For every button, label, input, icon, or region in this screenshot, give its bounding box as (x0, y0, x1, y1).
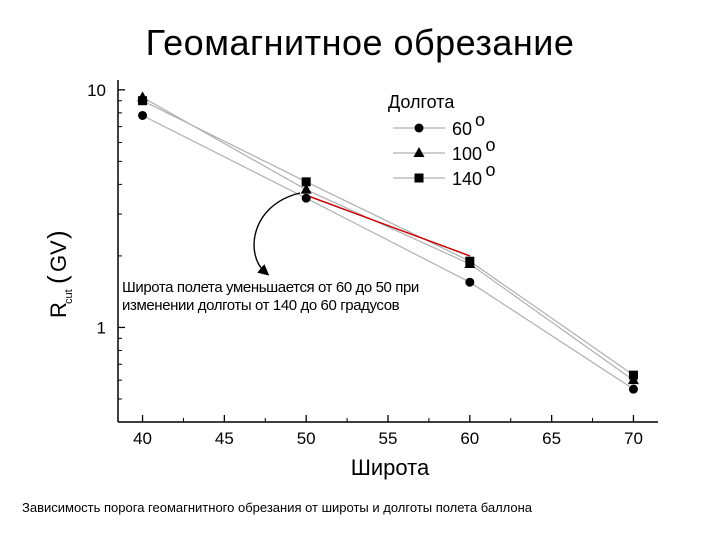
y-tick-label: 1 (97, 318, 106, 337)
x-tick-label: 55 (379, 429, 398, 448)
y-tick-label: 10 (87, 81, 106, 100)
data-point-140 (628, 370, 638, 380)
legend-marker-60 (414, 123, 424, 133)
y-axis-ticks: 1 10 (87, 81, 125, 400)
y-axis-title-part: ( (42, 275, 72, 284)
data-point-60 (628, 384, 638, 394)
cutoff-chart: 40 45 50 55 60 65 70 1 10 Широта полета уменьша… (42, 80, 658, 480)
legend-degree-mark: o (475, 110, 485, 130)
x-tick-label: 60 (460, 429, 479, 448)
data-point-60 (465, 277, 475, 287)
x-tick-label: 45 (215, 429, 234, 448)
series-line-140 (142, 100, 634, 376)
data-point-140 (301, 177, 311, 187)
legend-label-100: 100 (452, 144, 482, 164)
x-tick-label: 50 (297, 429, 316, 448)
legend-label-140: 140 (452, 169, 482, 189)
series-line-60 (142, 114, 634, 390)
slide-title: Геомагнитное обрезание (145, 22, 575, 63)
x-tick-label: 65 (542, 429, 561, 448)
x-tick-label: 70 (624, 429, 643, 448)
series-lines (142, 96, 634, 390)
y-axis-title-part: ) (42, 230, 72, 239)
annotation-line-2: изменении долготы от 140 до 60 градусов (122, 297, 400, 314)
figure-caption: Зависимость порога геомагнитного обрезан… (22, 500, 533, 515)
data-point-100 (300, 183, 312, 194)
series-line-100 (142, 96, 634, 381)
legend-title: Долгота (388, 92, 455, 112)
legend-degree-mark: o (486, 160, 496, 180)
annotation-line-1: Широта полета уменьшается от 60 до 50 пр… (122, 279, 419, 296)
annotation: Широта полета уменьшается от 60 до 50 пр… (122, 192, 471, 314)
x-axis-ticks: 40 45 50 55 60 65 70 (133, 415, 643, 448)
data-point-140 (465, 256, 475, 266)
plot-frame (117, 80, 658, 423)
legend-marker-100 (413, 147, 425, 157)
y-axis-title-part: R (46, 302, 71, 318)
y-axis-title-part: cut (63, 289, 75, 304)
annotation-segment (305, 194, 471, 257)
legend-label-60: 60 (452, 119, 472, 139)
series-markers (137, 91, 639, 394)
data-point-60 (301, 193, 311, 203)
y-axis-title-part: G (46, 255, 71, 272)
annotation-arrow (253, 192, 301, 276)
x-axis-title: Широта (351, 455, 430, 480)
data-point-140 (138, 96, 148, 106)
legend-degree-mark: o (486, 135, 496, 155)
data-point-60 (138, 110, 148, 120)
legend-marker-140 (414, 173, 424, 183)
y-axis-title-part: V (46, 240, 71, 255)
x-tick-label: 40 (133, 429, 152, 448)
